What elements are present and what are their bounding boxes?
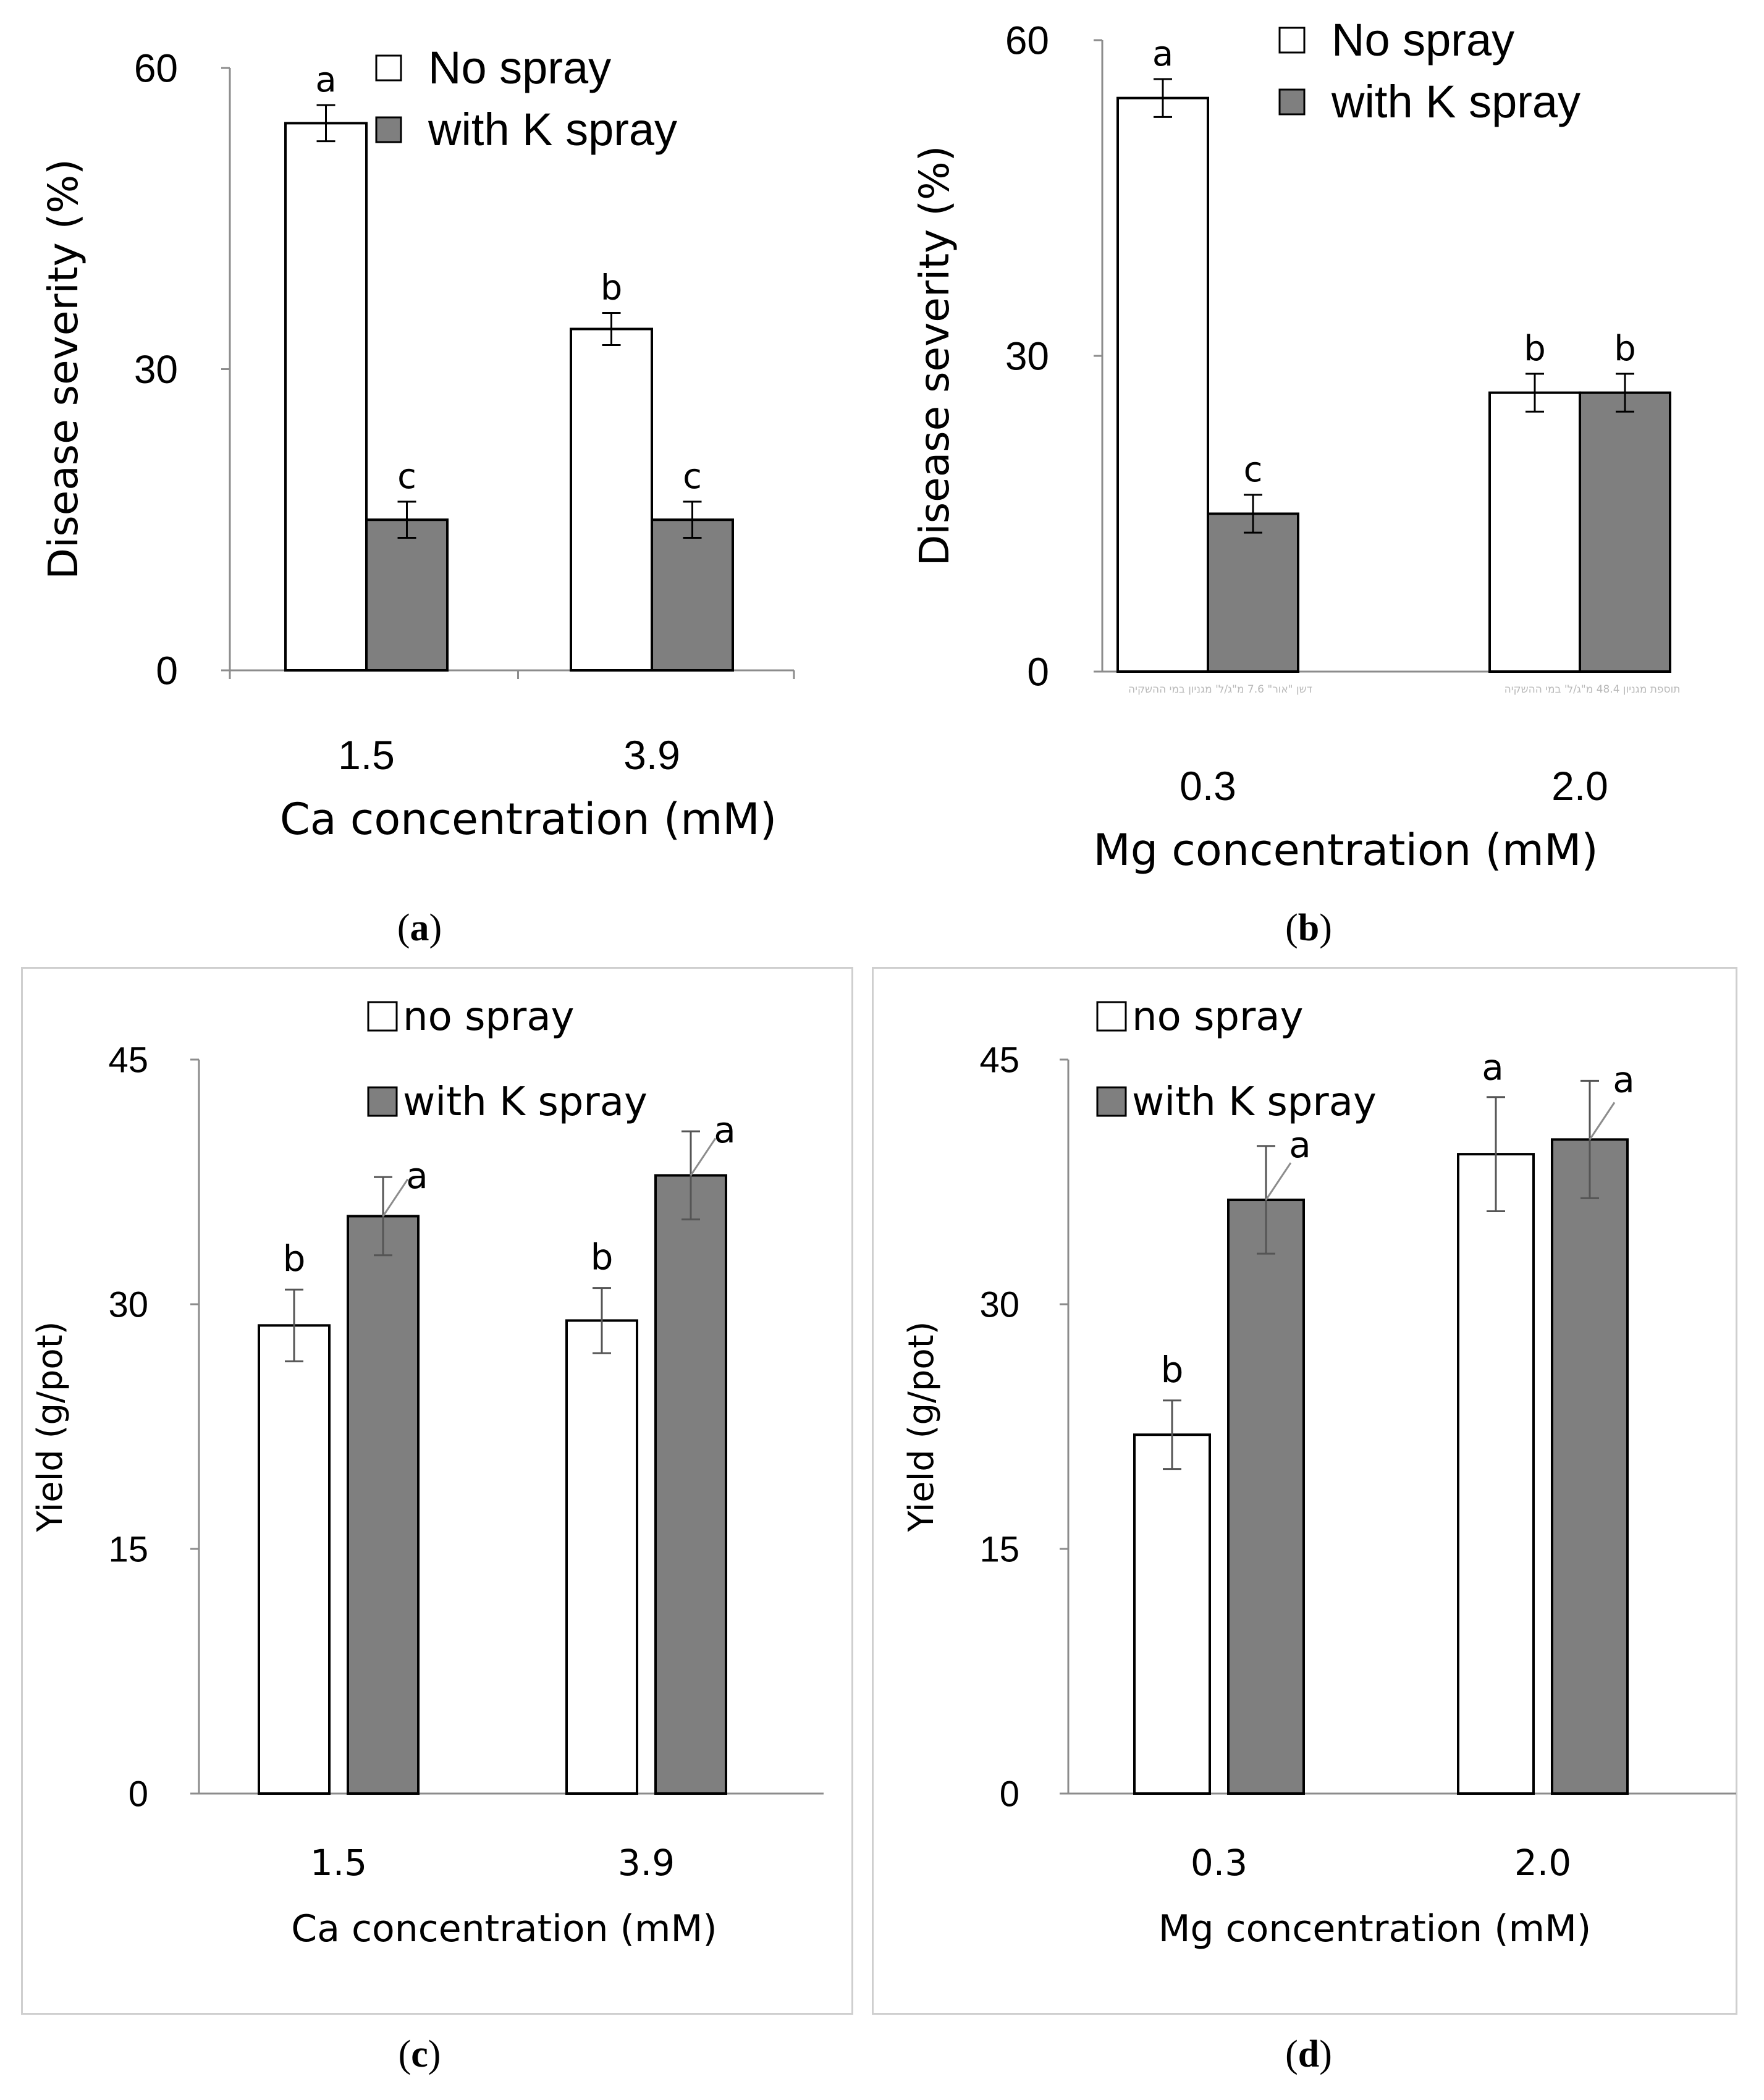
panel-b-sig-letter: b xyxy=(1614,329,1636,369)
panel-d-ytick-label: 0 xyxy=(1000,1774,1019,1814)
panel-a-legend-label: No spray xyxy=(428,42,611,93)
panel-d-bar xyxy=(1457,1153,1535,1795)
panel-d-bar xyxy=(1133,1433,1211,1795)
panel-b-bar xyxy=(1579,391,1671,673)
panel-b-legend-label: with K spray xyxy=(1331,76,1580,127)
panel-d-x-label: Mg concentration (mM) xyxy=(1158,1907,1592,1950)
panel-c-ytick-label: 30 xyxy=(108,1284,148,1325)
panel-d-letter-leader xyxy=(1589,1102,1616,1141)
panel-c-sig-letter: b xyxy=(591,1236,614,1278)
panel-d-y-label: Yield (g/pot) xyxy=(901,1321,942,1532)
panel-b-legend-swatch xyxy=(1278,88,1306,116)
panel-a-legend-label: with K spray xyxy=(428,104,677,155)
panel-c-x-label: Ca concentration (mM) xyxy=(291,1907,717,1950)
caption-c-letter: c xyxy=(411,2033,428,2075)
chart-panel-b: 0 30 60 a c 0.3 דשן "אור" 7.6 מ"ג/ל' מגניון במ… xyxy=(911,14,1681,875)
panel-d-legend-swatch xyxy=(1096,1086,1127,1117)
panel-c-bar xyxy=(565,1319,638,1795)
panel-a-legend-swatch xyxy=(375,54,402,82)
panel-a-sig-letter: c xyxy=(397,457,416,497)
panel-c-legend-label: no spray xyxy=(403,994,574,1040)
panel-d-ytick-label: 15 xyxy=(979,1529,1019,1569)
panel-d-bar xyxy=(1227,1199,1305,1795)
panel-c-sig-letter: b xyxy=(283,1238,306,1280)
panel-b-bar xyxy=(1207,512,1299,673)
caption-b: (b) xyxy=(1285,907,1332,949)
panel-a-sig-letter: b xyxy=(601,268,623,308)
panel-c-sig-letter: a xyxy=(406,1155,428,1197)
panel-a-bar xyxy=(365,518,449,672)
panel-d-legend-swatch xyxy=(1096,1001,1127,1032)
chart-panel-d: 0 15 30 45 b a 0.3 a a 2.0 Mg concentration (mM) Yi… xyxy=(901,994,1736,1950)
panel-d-frame xyxy=(872,967,1737,2015)
panel-c-legend-swatch xyxy=(367,1001,398,1032)
panel-b-ytick-label: 60 xyxy=(1005,18,1049,62)
panel-b-y-label: Disease severity (%) xyxy=(911,146,958,567)
panel-b-ytick-label: 0 xyxy=(1027,649,1049,694)
panel-a-bar xyxy=(651,518,734,672)
caption-d: (d) xyxy=(1285,2033,1332,2075)
panel-b-sig-letter: b xyxy=(1524,329,1546,369)
panel-c-legend-swatch xyxy=(367,1086,398,1117)
caption-b-letter: b xyxy=(1298,907,1320,949)
panel-d-ytick-label: 45 xyxy=(979,1040,1019,1080)
panel-b-bar xyxy=(1488,391,1581,673)
panel-d-legend-label: no spray xyxy=(1132,994,1303,1040)
panel-a-ytick-label: 30 xyxy=(134,347,178,392)
panel-d-ytick-label: 30 xyxy=(979,1284,1019,1325)
panel-b-sig-letter: a xyxy=(1152,34,1173,74)
panel-c-sig-letter: a xyxy=(714,1109,736,1151)
panel-c-ytick-label: 0 xyxy=(129,1774,148,1814)
panel-c-bar xyxy=(654,1174,727,1795)
panel-a-category-label: 3.9 xyxy=(623,732,680,778)
panel-c-frame xyxy=(21,967,853,2015)
panel-c-letter-leader xyxy=(382,1178,409,1217)
panel-b-ytick-label: 30 xyxy=(1005,334,1049,378)
panel-d-legend-label: with K spray xyxy=(1132,1079,1377,1125)
panel-a-ytick-label: 0 xyxy=(156,648,178,693)
panel-a-x-label: Ca concentration (mM) xyxy=(280,794,777,845)
panel-a-y-label: Disease severity (%) xyxy=(40,159,87,580)
panel-d-bar xyxy=(1551,1138,1629,1795)
panel-b-category-note: דשן "אור" 7.6 מ"ג/ל' מגניון במי ההשקיה xyxy=(1128,683,1312,696)
panel-b-category-label: 0.3 xyxy=(1180,763,1236,809)
caption-d-letter: d xyxy=(1298,2033,1320,2075)
caption-a-letter: a xyxy=(410,907,429,949)
panel-a-ytick-label: 60 xyxy=(134,46,178,90)
panel-c-letter-leader xyxy=(690,1137,717,1176)
caption-c: (c) xyxy=(398,2033,441,2075)
panel-c-legend-label: with K spray xyxy=(403,1079,648,1125)
panel-b-category-note: תוספת מגניון 48.4 מ"ג/ל' במי ההשקיה xyxy=(1504,683,1681,696)
caption-a: (a) xyxy=(397,907,442,949)
panel-b-x-label: Mg concentration (mM) xyxy=(1093,825,1598,875)
panel-d-sig-letter: a xyxy=(1482,1047,1504,1089)
chart-panel-c: 0 15 30 45 b a 1.5 b a 3.9 Ca concentration (mM) Yi… xyxy=(30,994,824,1950)
panel-b-legend-label: No spray xyxy=(1331,14,1514,65)
panel-d-letter-leader xyxy=(1265,1162,1292,1200)
panel-b-category-label: 2.0 xyxy=(1551,763,1608,809)
panel-c-ytick-label: 45 xyxy=(108,1040,148,1080)
panel-a-sig-letter: a xyxy=(315,60,336,100)
chart-panel-a: 0 30 60 a c 1.5 b c 3.9 Ca concentration (mM) Dise… xyxy=(40,42,795,845)
panel-d-category-label: 2.0 xyxy=(1514,1842,1571,1884)
panel-d-sig-letter: a xyxy=(1289,1124,1311,1166)
panel-b-sig-letter: c xyxy=(1244,450,1263,490)
panel-c-bar xyxy=(258,1324,331,1795)
panel-a-sig-letter: c xyxy=(683,457,702,497)
panel-a-bar xyxy=(284,122,368,672)
panel-c-bar xyxy=(347,1215,420,1795)
panel-a-legend-swatch xyxy=(375,116,402,143)
panel-d-category-label: 0.3 xyxy=(1191,1842,1247,1884)
panel-c-ytick-label: 15 xyxy=(108,1529,148,1569)
panel-a-bar xyxy=(570,327,653,672)
panel-c-category-label: 3.9 xyxy=(618,1842,675,1884)
panel-b-legend-swatch xyxy=(1278,27,1306,54)
panel-a-category-label: 1.5 xyxy=(338,732,395,778)
panel-c-category-label: 1.5 xyxy=(310,1842,367,1884)
panel-d-sig-letter: b xyxy=(1161,1349,1184,1391)
panel-d-sig-letter: a xyxy=(1613,1058,1635,1100)
panel-b-bar xyxy=(1116,96,1209,673)
panel-c-y-label: Yield (g/pot) xyxy=(30,1321,70,1532)
